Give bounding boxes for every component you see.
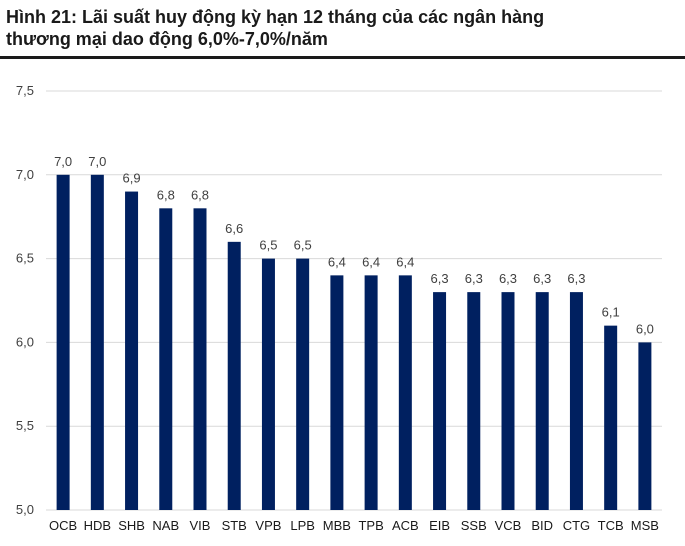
figure-title: Hình 21: Lãi suất huy động kỳ hạn 12 thá… bbox=[6, 6, 682, 50]
data-label-eib: 6,3 bbox=[431, 271, 449, 286]
x-axis-categories: OCB HDB SHB NAB VIB STB VPB LPB MBB TPB ACB EIB SSB V… bbox=[49, 518, 659, 533]
bar-vcb bbox=[501, 292, 515, 510]
bar-ocb bbox=[56, 174, 70, 511]
category-label-tcb: TCB bbox=[598, 518, 624, 533]
y-tick-label: 5,5 bbox=[16, 418, 34, 433]
category-label-hdb: HDB bbox=[84, 518, 111, 533]
category-label-nab: NAB bbox=[152, 518, 179, 533]
category-label-acb: ACB bbox=[392, 518, 419, 533]
bar-mbb bbox=[330, 275, 344, 510]
bar-ssb bbox=[467, 292, 481, 510]
bar-chart: 5,0 5,5 6,0 6,5 7,0 7,5 7,0 7,0 6,9 6,8 6,8 6,6 6,5… bbox=[16, 83, 662, 533]
grid-lines bbox=[46, 90, 662, 511]
bar-eib bbox=[433, 292, 447, 510]
category-label-ocb: OCB bbox=[49, 518, 77, 533]
category-label-eib: EIB bbox=[429, 518, 450, 533]
category-label-vpb: VPB bbox=[255, 518, 281, 533]
bar-acb bbox=[398, 275, 412, 510]
data-label-bid: 6,3 bbox=[533, 271, 551, 286]
category-label-tpb: TPB bbox=[358, 518, 383, 533]
data-label-ocb: 7,0 bbox=[54, 154, 72, 169]
y-tick-label: 7,5 bbox=[16, 83, 34, 98]
data-labels: 7,0 7,0 6,9 6,8 6,8 6,6 6,5 6,5 6,4 6,4 6,4 6,3 6,3 6… bbox=[54, 154, 654, 337]
category-label-bid: BID bbox=[531, 518, 553, 533]
bar-ctg bbox=[569, 292, 583, 510]
data-label-vpb: 6,5 bbox=[259, 238, 277, 253]
bar-nab bbox=[159, 208, 173, 510]
y-tick-label: 6,0 bbox=[16, 334, 34, 349]
category-label-mbb: MBB bbox=[323, 518, 351, 533]
category-label-ctg: CTG bbox=[563, 518, 590, 533]
data-label-acb: 6,4 bbox=[396, 254, 414, 269]
data-label-stb: 6,6 bbox=[225, 221, 243, 236]
category-label-msb: MSB bbox=[631, 518, 659, 533]
data-label-nab: 6,8 bbox=[157, 187, 175, 202]
y-tick-label: 7,0 bbox=[16, 167, 34, 182]
category-label-ssb: SSB bbox=[461, 518, 487, 533]
y-tick-label: 5,0 bbox=[16, 502, 34, 517]
data-label-tpb: 6,4 bbox=[362, 254, 380, 269]
bars bbox=[56, 174, 652, 511]
bar-vpb bbox=[261, 258, 275, 510]
data-label-tcb: 6,1 bbox=[602, 305, 620, 320]
data-label-ctg: 6,3 bbox=[567, 271, 585, 286]
title-divider bbox=[0, 56, 685, 59]
category-label-shb: SHB bbox=[118, 518, 145, 533]
data-label-msb: 6,0 bbox=[636, 321, 654, 336]
data-label-shb: 6,9 bbox=[123, 171, 141, 186]
bar-hdb bbox=[90, 174, 104, 511]
y-tick-label: 6,5 bbox=[16, 251, 34, 266]
bar-tpb bbox=[364, 275, 378, 510]
bar-tcb bbox=[604, 325, 618, 510]
bar-bid bbox=[535, 292, 549, 510]
category-label-vib: VIB bbox=[190, 518, 211, 533]
data-label-ssb: 6,3 bbox=[465, 271, 483, 286]
figure-title-line-1: Hình 21: Lãi suất huy động kỳ hạn 12 thá… bbox=[6, 7, 545, 27]
y-axis-ticks: 5,0 5,5 6,0 6,5 7,0 7,5 bbox=[16, 83, 34, 517]
bar-lpb bbox=[296, 258, 310, 510]
bar-msb bbox=[638, 342, 652, 510]
data-label-mbb: 6,4 bbox=[328, 254, 346, 269]
bar-stb bbox=[227, 241, 241, 510]
category-label-vcb: VCB bbox=[495, 518, 522, 533]
bar-vib bbox=[193, 208, 207, 510]
data-label-vcb: 6,3 bbox=[499, 271, 517, 286]
bar-shb bbox=[125, 191, 139, 510]
category-label-lpb: LPB bbox=[290, 518, 315, 533]
data-label-vib: 6,8 bbox=[191, 187, 209, 202]
category-label-stb: STB bbox=[222, 518, 247, 533]
figure-title-line-2: thương mại dao động 6,0%-7,0%/năm bbox=[6, 29, 328, 49]
data-label-hdb: 7,0 bbox=[88, 154, 106, 169]
data-label-lpb: 6,5 bbox=[294, 238, 312, 253]
